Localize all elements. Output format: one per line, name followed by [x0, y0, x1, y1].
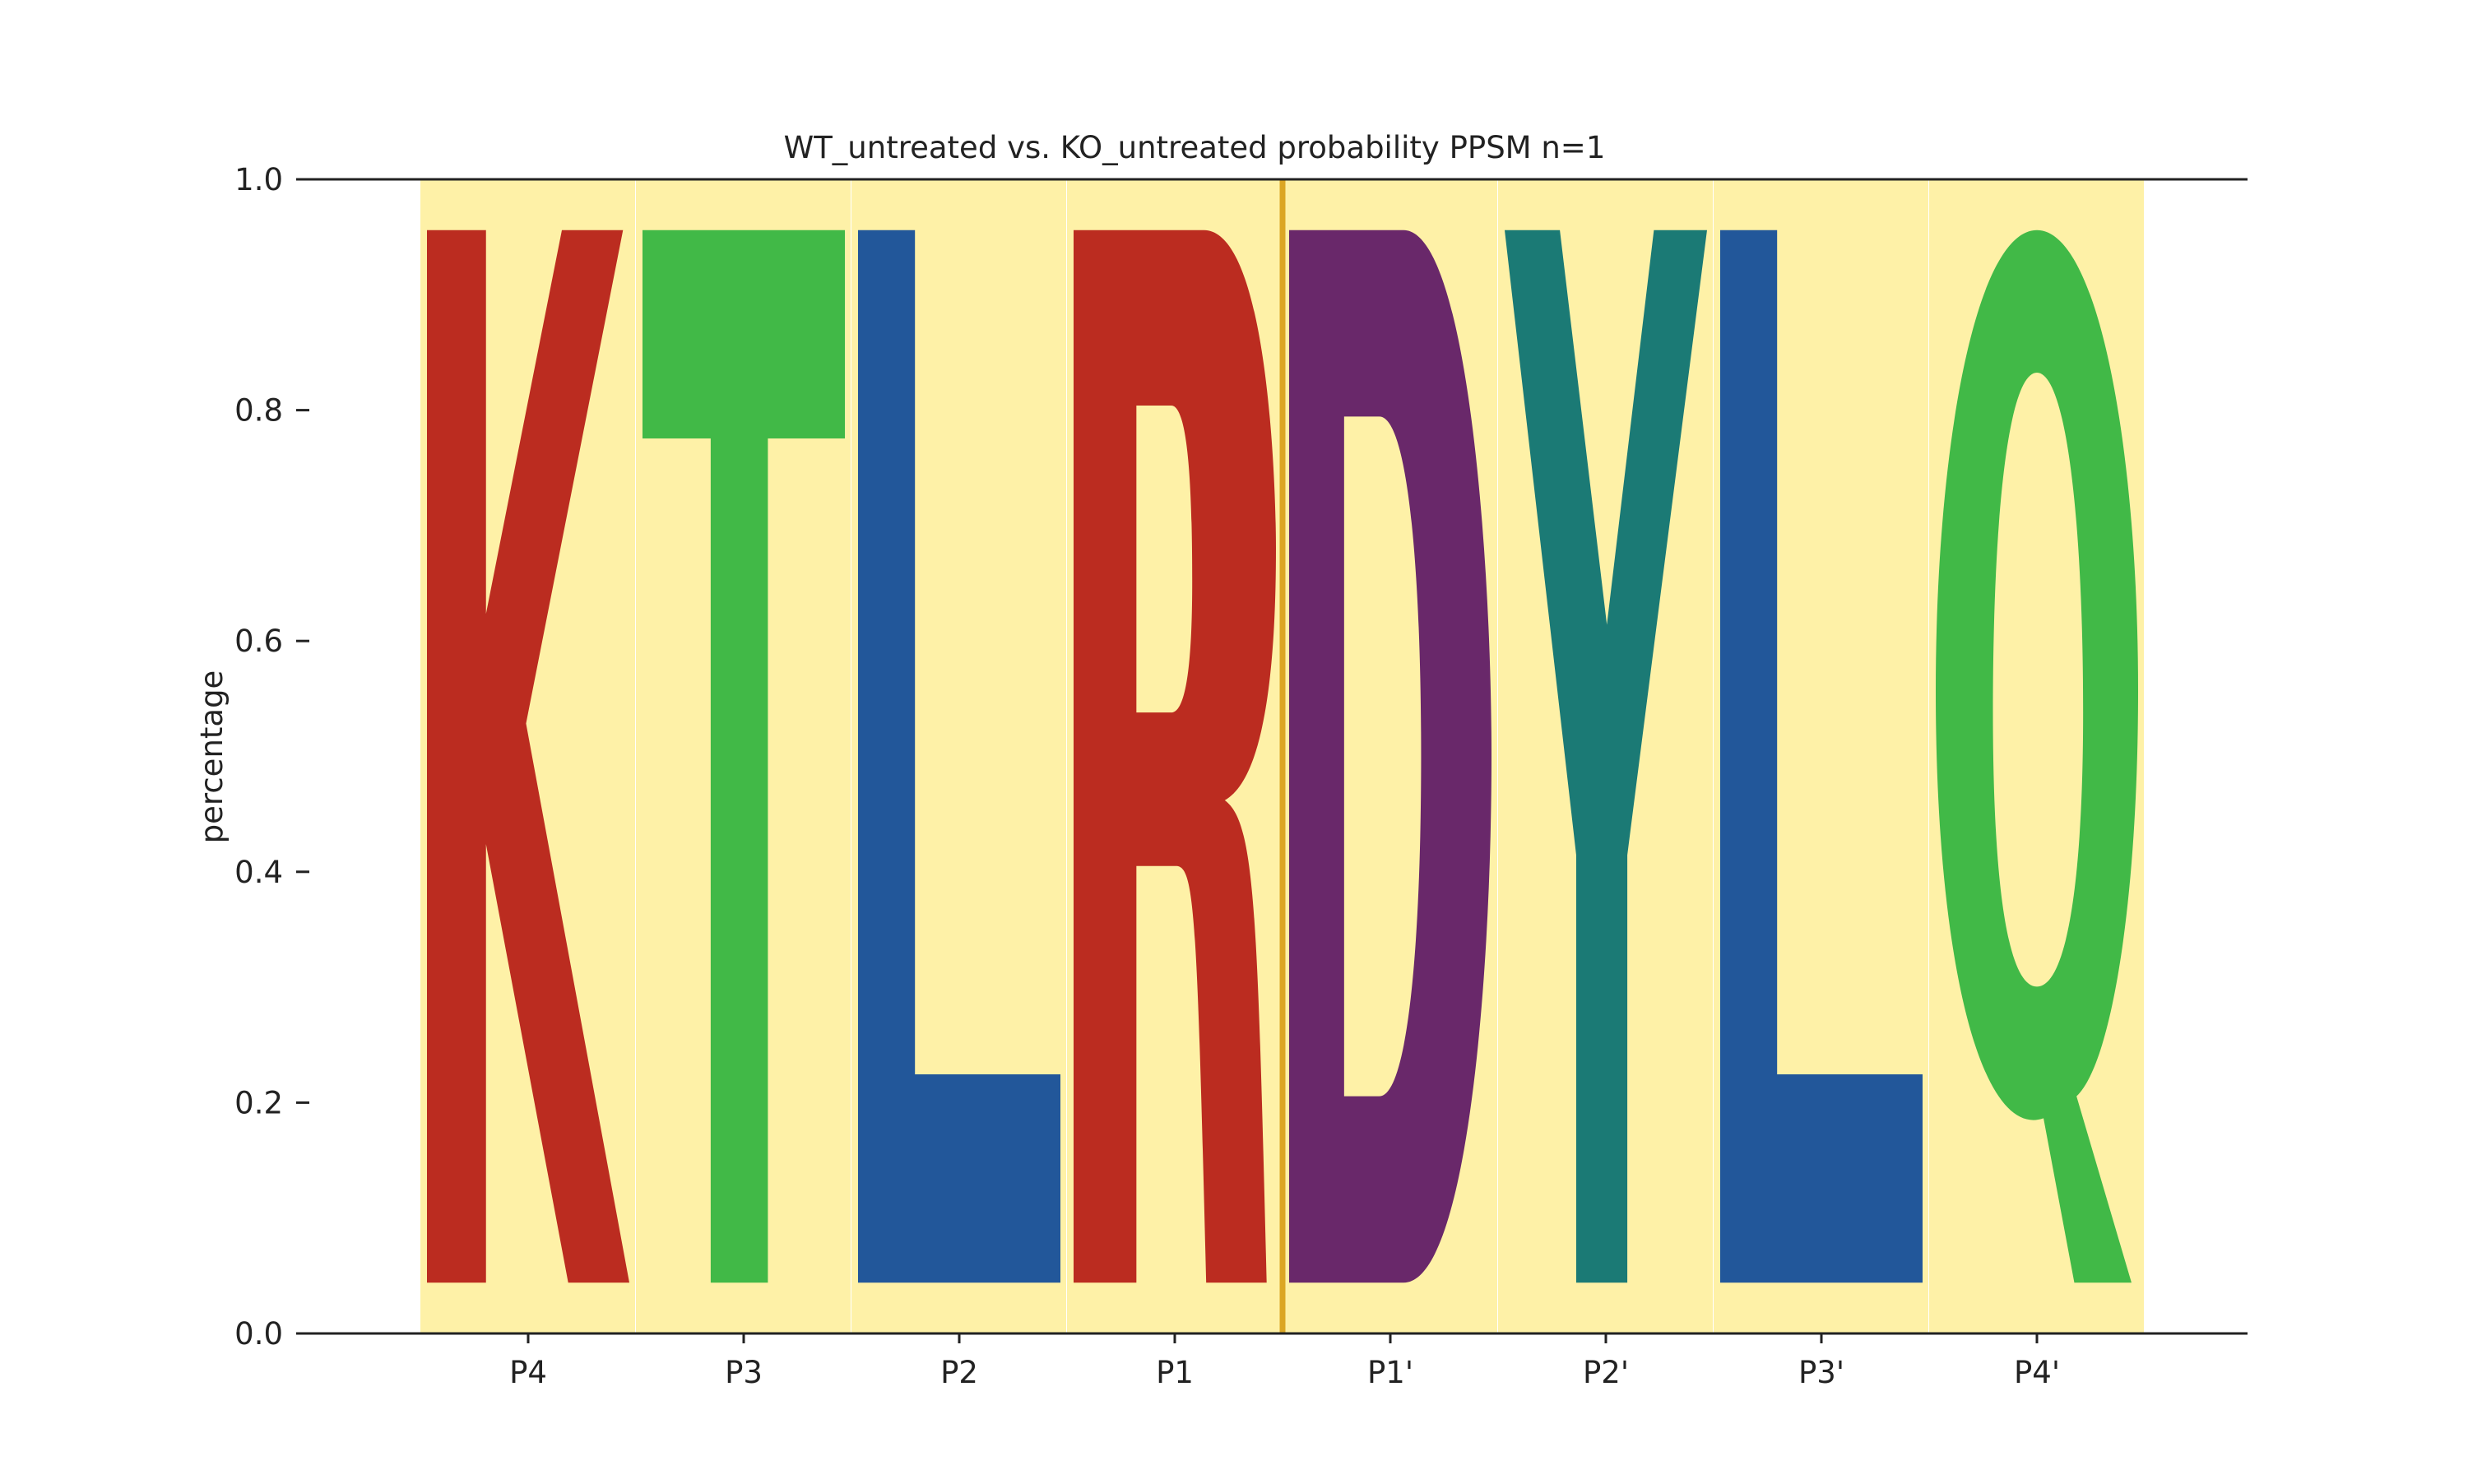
x-tick-label: P1: [1156, 1355, 1194, 1390]
x-tick-label: P2': [1583, 1355, 1629, 1390]
y-tick-label: 0.0: [234, 1316, 283, 1352]
y-tick-label: 0.6: [234, 624, 283, 659]
chart-title: WT_untreated vs. KO_untreated probabilit…: [784, 130, 1606, 165]
y-axis-label: percentage: [194, 670, 230, 844]
x-tick-label: P4: [509, 1355, 547, 1390]
letter-K-P4: [427, 230, 629, 1283]
y-tick-label: 0.4: [234, 855, 283, 890]
letter-layer: [427, 179, 2138, 1333]
x-tick-label: P1': [1367, 1355, 1413, 1390]
letter-R-P1: [1074, 230, 1276, 1283]
x-tick-label: P4': [2014, 1355, 2060, 1390]
x-tick-label: P3: [725, 1355, 763, 1390]
letter-T-P3: [643, 230, 845, 1283]
letter-Q-P4prime: [1936, 230, 2138, 1283]
y-ticks: 0.0 0.2 0.4 0.6 0.8 1.0: [234, 162, 309, 1352]
x-ticks: P4 P3 P2 P1 P1' P2' P3' P4': [509, 1333, 2060, 1390]
y-tick-label: 0.2: [234, 1085, 283, 1120]
y-tick-label: 0.8: [234, 393, 283, 429]
x-tick-label: P3': [1798, 1355, 1844, 1390]
letter-D-P1prime: [1289, 230, 1491, 1283]
y-tick-label: 1.0: [234, 162, 283, 197]
letter-Y-P2prime: [1505, 230, 1707, 1283]
letter-L-P2: [858, 230, 1060, 1283]
x-tick-label: P2: [940, 1355, 978, 1390]
letter-L-P3prime: [1720, 230, 1923, 1283]
axes: [296, 178, 2248, 1335]
